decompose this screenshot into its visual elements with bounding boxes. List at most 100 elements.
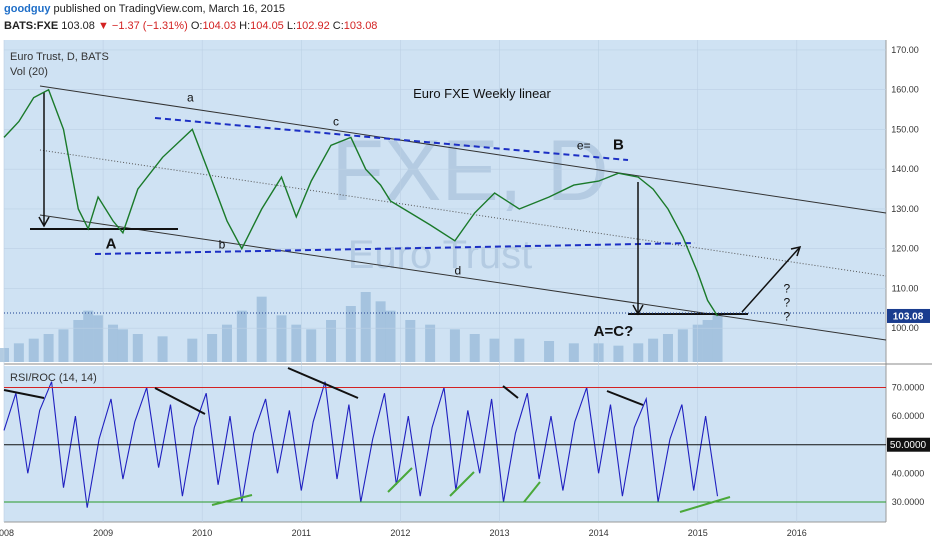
publish-info: goodguy published on TradingView.com, Ma… — [4, 3, 285, 15]
time-axis[interactable] — [4, 522, 886, 542]
last-price-tag-text: 103.08 — [893, 311, 924, 322]
time-tick-label: 2012 — [390, 528, 410, 538]
low-label: L: — [286, 20, 297, 32]
volume-bar — [360, 292, 371, 362]
close-label: C: — [332, 20, 344, 32]
price-legend[interactable]: Euro Trust, D, BATS — [10, 51, 109, 63]
arrow-c-down[interactable] — [632, 182, 644, 316]
price-tick-label: 110.00 — [892, 283, 919, 293]
volume-bar — [207, 334, 218, 362]
high-value: 104.05 — [250, 20, 284, 32]
volume-bar — [712, 315, 723, 362]
time-tick-label: 2010 — [192, 528, 212, 538]
time-tick-label: 2014 — [589, 528, 609, 538]
wave-label: d — [455, 264, 462, 278]
last-price-tag[interactable]: 103.08 — [887, 308, 930, 323]
wave-label: A — [106, 236, 117, 253]
volume-bar — [58, 329, 69, 362]
wave-label: c — [333, 114, 339, 128]
volume-bar — [83, 310, 94, 362]
volume-bar — [613, 345, 624, 362]
volume-legend[interactable]: Vol (20) — [10, 66, 48, 78]
bull-div-line[interactable] — [679, 496, 731, 513]
resistance-dashed-line[interactable] — [154, 117, 629, 161]
wave-label: e= — [577, 138, 591, 152]
volume-bar — [633, 343, 644, 362]
volume-bar — [648, 338, 659, 362]
high-label: H: — [239, 20, 251, 32]
volume-bar — [385, 310, 396, 362]
wave-label: b — [219, 238, 226, 252]
volume-bar — [514, 338, 525, 362]
channel-upper-line[interactable] — [39, 85, 887, 214]
arrow-a-down[interactable] — [38, 92, 50, 228]
wave-label: ? — [784, 281, 791, 295]
bull-div-line[interactable] — [211, 494, 253, 506]
watermark-symbol: FXE, D — [331, 123, 608, 219]
wave-label: B — [613, 136, 624, 153]
chart-canvas[interactable]: FXE, D Euro Trust a c e= B A b d A=C???? Euro T… — [0, 38, 932, 550]
volume-bar — [93, 315, 104, 362]
volume-bar — [425, 324, 436, 362]
volume-bar — [108, 324, 119, 362]
channel-lower-line[interactable] — [39, 214, 887, 341]
volume-bar — [291, 324, 302, 362]
price-tick-label: 130.00 — [891, 204, 919, 214]
arrow-up-projection[interactable] — [741, 245, 802, 313]
author-link[interactable]: goodguy — [4, 3, 51, 15]
bear-div-line[interactable] — [606, 390, 644, 406]
volume-bar — [221, 324, 232, 362]
volume-bar — [157, 336, 168, 362]
bull-div-line[interactable] — [523, 481, 541, 503]
rsi-tick-label: 70.0000 — [892, 382, 925, 392]
low-value: 102.92 — [296, 20, 330, 32]
price-pane[interactable] — [4, 40, 886, 362]
price-tick-label: 140.00 — [891, 164, 919, 174]
volume-bar — [449, 329, 460, 362]
rsi-legend[interactable]: RSI/ROC (14, 14) — [10, 372, 97, 384]
bear-div-line[interactable] — [3, 389, 45, 399]
volume-bar — [73, 320, 84, 362]
price-tick-label: 170.00 — [891, 45, 919, 55]
volume-bar — [13, 343, 24, 362]
volume-bar — [345, 306, 356, 362]
volume-bar — [28, 338, 39, 362]
bull-div-line[interactable] — [387, 467, 413, 493]
time-tick-label: 2008 — [0, 528, 14, 538]
chart-title: Euro FXE Weekly linear — [413, 86, 551, 101]
volume-bar — [405, 320, 416, 362]
price-series-line[interactable] — [3, 88, 719, 317]
bull-div-line[interactable] — [449, 471, 475, 497]
bearish-divergence-lines[interactable] — [3, 367, 644, 415]
volume-bar — [677, 329, 688, 362]
watermark-name: Euro Trust — [348, 233, 533, 277]
bear-div-line[interactable] — [287, 367, 359, 399]
support-dashed-line[interactable] — [94, 242, 696, 255]
bear-div-line[interactable] — [154, 387, 206, 415]
time-tick-label: 2009 — [93, 528, 113, 538]
volume-bar — [469, 334, 480, 362]
time-tick-label: 2016 — [787, 528, 807, 538]
oscillator-pane[interactable] — [4, 366, 886, 522]
volume-bar — [43, 334, 54, 362]
rsi-last-tag[interactable]: 50.0000 — [887, 437, 930, 452]
rsi-tick-label: 60.0000 — [892, 411, 925, 421]
wave-label: A=C? — [594, 323, 634, 340]
volume-bar — [489, 338, 500, 362]
volume-bar — [326, 320, 337, 362]
volume-bar — [117, 329, 128, 362]
wave-annotations: a c e= B A b d A=C???? — [106, 91, 791, 341]
volume-bar — [568, 343, 579, 362]
price-tick-label: 150.00 — [891, 124, 919, 134]
time-tick-label: 2015 — [688, 528, 708, 538]
close-value: 103.08 — [343, 20, 378, 32]
wave-label: a — [187, 91, 194, 105]
quote-line: BATS:FXE 103.08 ▼ −1.37 (−1.31%) O:104.0… — [4, 20, 377, 32]
time-tick-label: 2011 — [292, 528, 311, 538]
last-price: 103.08 — [61, 20, 95, 32]
chart-header: goodguy published on TradingView.com, Ma… — [0, 0, 932, 38]
price-change: ▼ −1.37 (−1.31%) — [97, 20, 188, 32]
bullish-divergence-lines[interactable] — [211, 467, 731, 513]
volume-bar — [276, 315, 287, 362]
bear-div-line[interactable] — [502, 385, 519, 399]
